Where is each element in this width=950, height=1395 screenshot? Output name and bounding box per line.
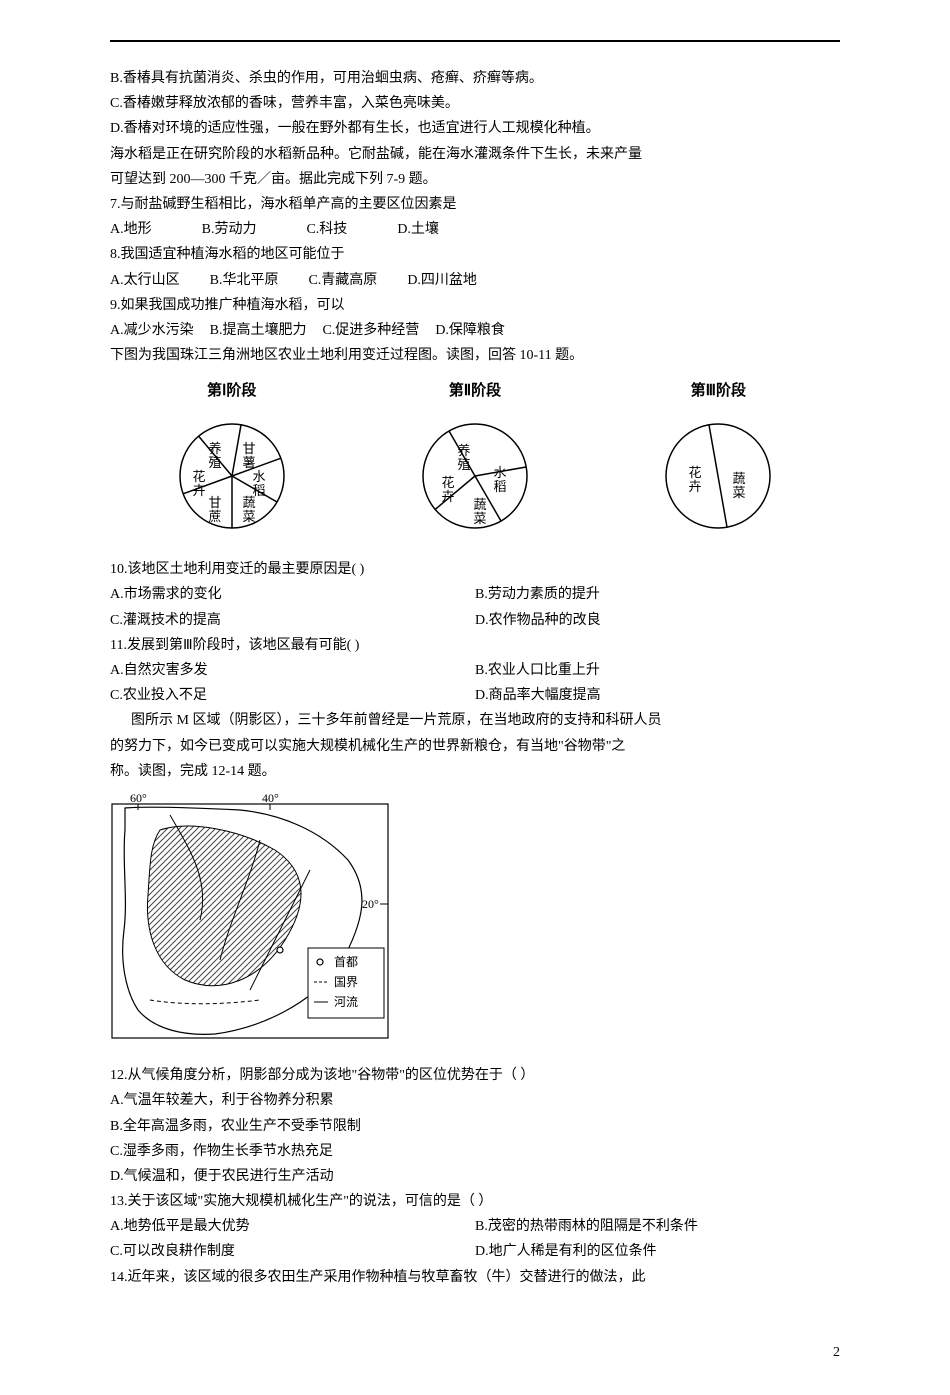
question-12: 12.从气候角度分析，阴影部分成为该地"谷物带"的区位优势在于（ ） [110, 1063, 840, 1088]
option-a: A.太行山区 [110, 268, 180, 293]
svg-text:菜: 菜 [733, 485, 746, 500]
svg-text:菜: 菜 [473, 511, 486, 526]
question-10-options-row1: A.市场需求的变化 B.劳动力素质的提升 [110, 582, 840, 607]
option-a: A.地势低平是最大优势 [110, 1214, 475, 1239]
figure-2-intro: 图所示 M 区域（阴影区），三十多年前曾经是一片荒原，在当地政府的支持和科研人员 [110, 708, 840, 733]
pie-3-title: 第Ⅲ阶段 [691, 378, 746, 405]
map-svg: 60° 40° 20° 首都国界河流 [110, 790, 390, 1040]
svg-text:养: 养 [208, 441, 221, 456]
option-c: C.湿季多雨，作物生长季节水热充足 [110, 1139, 840, 1164]
svg-text:花: 花 [441, 475, 454, 490]
question-9-options: A.减少水污染 B.提高土壤肥力 C.促进多种经营 D.保障粮食 [110, 318, 840, 343]
svg-text:花: 花 [689, 465, 702, 480]
question-13-options-row2: C.可以改良耕作制度 D.地广人稀是有利的区位条件 [110, 1239, 840, 1264]
option-text: C.香椿嫩芽释放浓郁的香味，营养丰富，入菜色亮味美。 [110, 91, 840, 116]
svg-text:花: 花 [192, 469, 205, 484]
option-c: C.科技 [306, 217, 347, 242]
svg-text:卉: 卉 [441, 489, 454, 504]
figure-1-intro: 下图为我国珠江三角洲地区农业土地利用变迁过程图。读图，回答 10-11 题。 [110, 343, 840, 368]
option-d: D.农作物品种的改良 [475, 608, 840, 633]
option-b: B.劳动力素质的提升 [475, 582, 840, 607]
question-10: 10.该地区土地利用变迁的最主要原因是( ) [110, 557, 840, 582]
pie-1-title: 第Ⅰ阶段 [207, 378, 256, 405]
question-10-options-row2: C.灌溉技术的提高 D.农作物品种的改良 [110, 608, 840, 633]
content-body: B.香椿具有抗菌消炎、杀虫的作用，可用治蛔虫病、疮癣、疥癣等病。 C.香椿嫩芽释… [110, 66, 840, 1290]
svg-text:卉: 卉 [689, 479, 702, 494]
option-b: B.茂密的热带雨林的阻隔是不利条件 [475, 1214, 840, 1239]
svg-text:蔬: 蔬 [242, 495, 255, 510]
figure-2-intro: 的努力下，如今已变成可以实施大规模机械化生产的世界新粮仓，有当地"谷物带"之 [110, 734, 840, 759]
svg-text:甘: 甘 [208, 495, 221, 510]
svg-text:60°: 60° [130, 791, 147, 805]
svg-text:水: 水 [252, 469, 265, 484]
question-13: 13.关于该区域"实施大规模机械化生产"的说法，可信的是（ ） [110, 1189, 840, 1214]
question-8-options: A.太行山区 B.华北平原 C.青藏高原 D.四川盆地 [110, 268, 840, 293]
option-b: B.提高土壤肥力 [210, 318, 307, 343]
svg-text:菜: 菜 [242, 509, 255, 524]
option-c: C.可以改良耕作制度 [110, 1239, 475, 1264]
svg-text:20°: 20° [362, 897, 379, 911]
passage-text: 海水稻是正在研究阶段的水稻新品种。它耐盐碱，能在海水灌溉条件下生长，未来产量 [110, 142, 840, 167]
svg-text:养: 养 [457, 443, 470, 458]
question-13-options-row1: A.地势低平是最大优势 B.茂密的热带雨林的阻隔是不利条件 [110, 1214, 840, 1239]
svg-text:甘: 甘 [242, 441, 255, 456]
option-a: A.地形 [110, 217, 152, 242]
option-a: A.自然灾害多发 [110, 658, 475, 683]
option-d: D.四川盆地 [407, 268, 477, 293]
option-d: D.保障粮食 [435, 318, 505, 343]
svg-text:首都: 首都 [334, 955, 358, 969]
question-8: 8.我国适宜种植海水稻的地区可能位于 [110, 242, 840, 267]
pie-2-title: 第Ⅱ阶段 [449, 378, 501, 405]
option-c: C.促进多种经营 [322, 318, 419, 343]
option-text: B.香椿具有抗菌消炎、杀虫的作用，可用治蛔虫病、疮癣、疥癣等病。 [110, 66, 840, 91]
svg-text:薯: 薯 [242, 455, 255, 470]
question-7-options: A.地形 B.劳动力 C.科技 D.土壤 [110, 217, 840, 242]
pie-1-svg: 养殖甘薯水稻蔬菜甘蔗花卉 [167, 411, 297, 541]
option-d: D.土壤 [397, 217, 439, 242]
question-11-options-row1: A.自然灾害多发 B.农业人口比重上升 [110, 658, 840, 683]
option-c: C.青藏高原 [308, 268, 377, 293]
option-b: B.华北平原 [210, 268, 279, 293]
svg-text:水: 水 [493, 465, 506, 480]
svg-text:稻: 稻 [493, 479, 506, 494]
svg-text:蔬: 蔬 [473, 497, 486, 512]
option-c: C.灌溉技术的提高 [110, 608, 475, 633]
question-11: 11.发展到第Ⅲ阶段时，该地区最有可能( ) [110, 633, 840, 658]
option-d: D.商品率大幅度提高 [475, 683, 840, 708]
svg-text:蔗: 蔗 [208, 509, 221, 524]
passage-text: 可望达到 200—300 千克／亩。据此完成下列 7-9 题。 [110, 167, 840, 192]
pie-3-svg: 花卉 蔬菜 [653, 411, 783, 541]
option-a: A.市场需求的变化 [110, 582, 475, 607]
question-11-options-row2: C.农业投入不足 D.商品率大幅度提高 [110, 683, 840, 708]
page-top-rule [110, 40, 840, 42]
figure-1-pies: 第Ⅰ阶段 养殖甘薯水稻蔬菜甘蔗花卉 第Ⅱ阶段 养殖水稻蔬菜花卉 第Ⅲ阶段 花卉蔬… [110, 378, 840, 541]
option-b: B.农业人口比重上升 [475, 658, 840, 683]
svg-text:蔬: 蔬 [733, 471, 746, 486]
option-a: A.气温年较差大，利于谷物养分积累 [110, 1088, 840, 1113]
pie-stage-2: 第Ⅱ阶段 养殖水稻蔬菜 花卉 [410, 378, 540, 541]
pie-2-svg: 养殖水稻蔬菜 花卉 [410, 411, 540, 541]
svg-text:卉: 卉 [192, 483, 205, 498]
svg-text:殖: 殖 [457, 457, 470, 472]
option-d: D.气候温和，便于农民进行生产活动 [110, 1164, 840, 1189]
svg-text:殖: 殖 [208, 455, 221, 470]
svg-text:河流: 河流 [334, 995, 358, 1009]
option-b: B.全年高温多雨，农业生产不受季节限制 [110, 1114, 840, 1139]
question-9: 9.如果我国成功推广种植海水稻，可以 [110, 293, 840, 318]
figure-2-map: 60° 40° 20° 首都国界河流 [110, 790, 840, 1049]
figure-2-intro: 称。读图，完成 12-14 题。 [110, 759, 840, 784]
svg-text:40°: 40° [262, 791, 279, 805]
pie-stage-1: 第Ⅰ阶段 养殖甘薯水稻蔬菜甘蔗花卉 [167, 378, 297, 541]
svg-text:国界: 国界 [334, 975, 358, 989]
option-a: A.减少水污染 [110, 318, 194, 343]
option-text: D.香椿对环境的适应性强，一般在野外都有生长，也适宜进行人工规模化种植。 [110, 116, 840, 141]
question-7: 7.与耐盐碱野生稻相比，海水稻单产高的主要区位因素是 [110, 192, 840, 217]
option-c: C.农业投入不足 [110, 683, 475, 708]
option-d: D.地广人稀是有利的区位条件 [475, 1239, 840, 1264]
question-14: 14.近年来，该区域的很多农田生产采用作物种植与牧草畜牧（牛）交替进行的做法，此 [110, 1265, 840, 1290]
option-b: B.劳动力 [202, 217, 257, 242]
pie-stage-3: 第Ⅲ阶段 花卉 蔬菜 [653, 378, 783, 541]
